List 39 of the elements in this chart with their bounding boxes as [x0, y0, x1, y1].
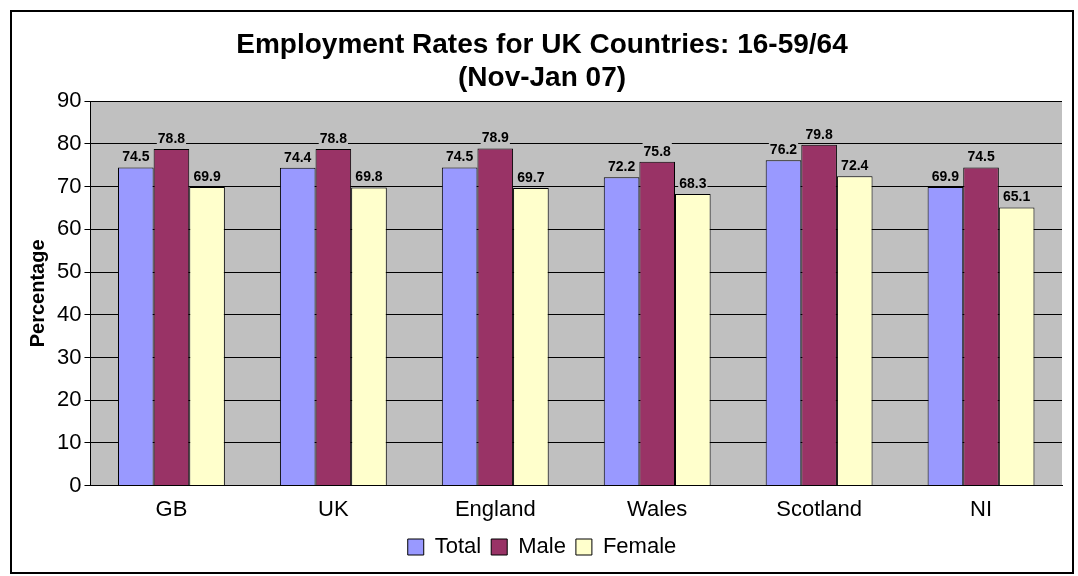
data-label: 74.5	[967, 148, 995, 165]
y-tick-label: 80	[56, 129, 82, 155]
x-tick-label: England	[454, 495, 536, 521]
data-label: 69.7	[517, 168, 545, 185]
data-label: 74.4	[284, 148, 312, 165]
legend-label: Female	[602, 533, 677, 559]
data-label: 69.8	[355, 168, 383, 185]
data-label: 76.2	[769, 141, 798, 157]
data-label: 74.5	[446, 148, 474, 165]
data-label: 78.9	[481, 129, 510, 146]
y-tick-label: 0	[69, 471, 82, 497]
data-label: 69.9	[931, 167, 960, 184]
data-label: 79.8	[805, 125, 833, 142]
y-tick-label: 30	[56, 343, 82, 369]
data-label: 78.8	[319, 129, 348, 146]
chart-title: Employment Rates for UK Countries: 16-59/64 (Nov-Jan 07)	[236, 27, 849, 93]
data-label: 78.8	[157, 129, 186, 146]
y-tick-label: 20	[56, 386, 82, 412]
x-tick-label: UK	[318, 495, 349, 521]
data-label: 75.8	[643, 142, 672, 159]
y-tick-label: 40	[56, 300, 82, 326]
data-label: 65.1	[1003, 188, 1031, 205]
data-label: 74.5	[122, 148, 150, 165]
legend-label: Male	[518, 533, 566, 559]
x-tick-label: Scotland	[776, 495, 862, 521]
data-label: 69.9	[193, 167, 221, 184]
legend-label: Total	[434, 533, 482, 559]
y-tick-label: 50	[56, 258, 82, 284]
y-tick-label: 10	[56, 428, 82, 454]
data-label: 72.4	[841, 157, 869, 174]
y-axis-title: Percentage	[25, 239, 48, 348]
y-tick-label: 70	[56, 172, 82, 198]
x-tick-label: Wales	[627, 495, 688, 521]
x-tick-label: NI	[970, 495, 993, 521]
x-tick-label: GB	[155, 495, 188, 521]
data-label: 68.3	[679, 174, 707, 191]
y-tick-label: 90	[56, 87, 82, 113]
data-label: 72.2	[607, 158, 636, 175]
y-tick-label: 60	[56, 215, 82, 241]
